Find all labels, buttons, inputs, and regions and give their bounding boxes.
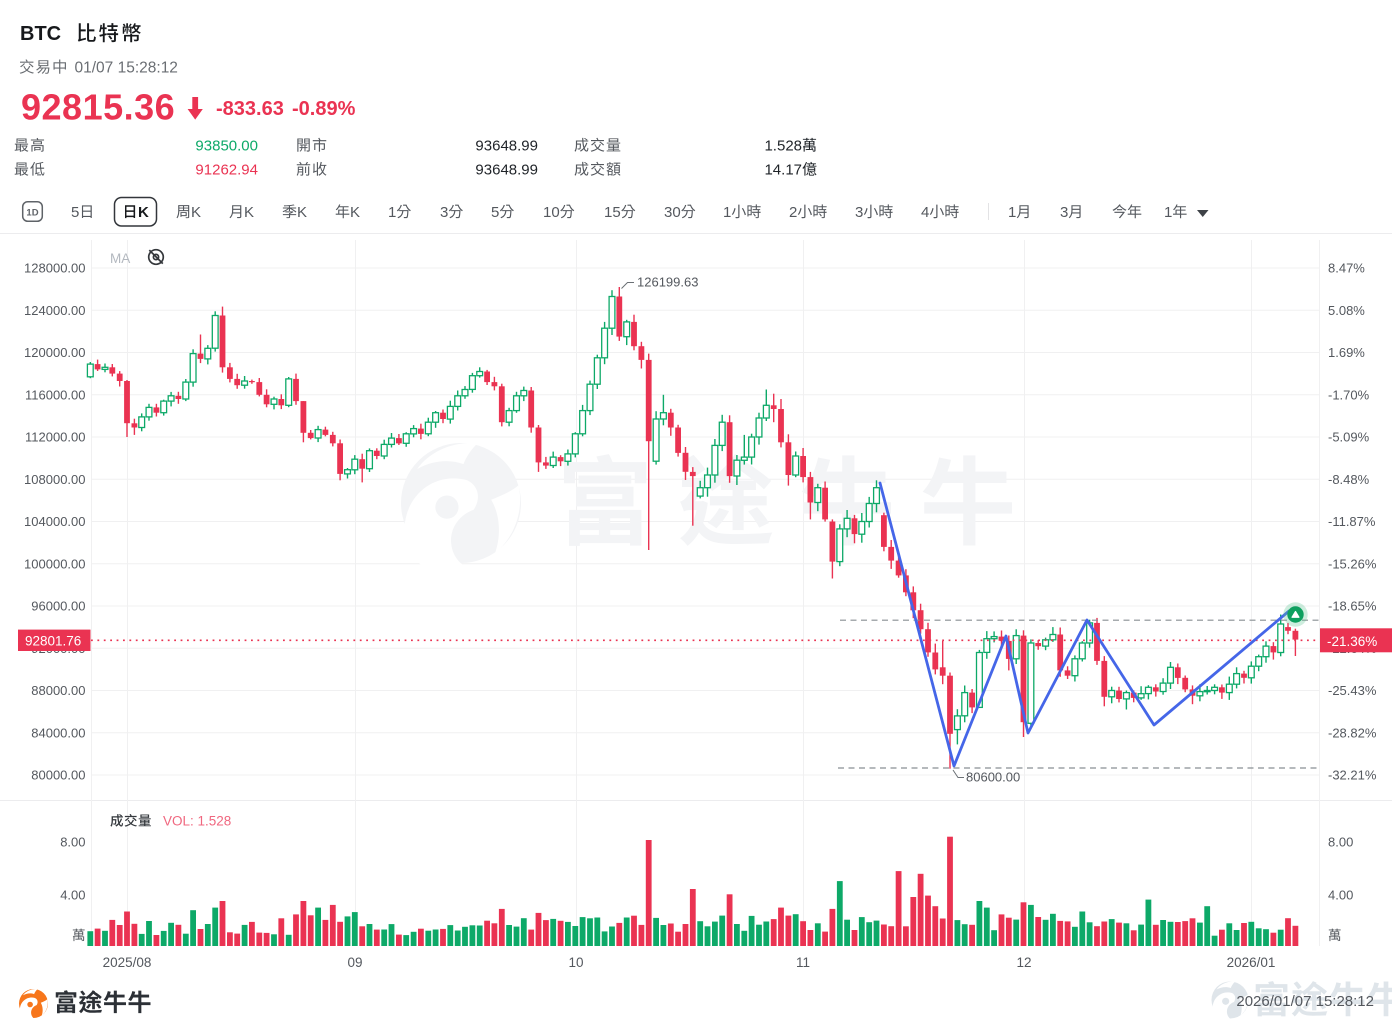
svg-text:30: 30 [664, 204, 681, 221]
svg-text:91262.94: 91262.94 [195, 162, 258, 179]
svg-text:2: 2 [789, 204, 797, 221]
svg-text:1D: 1D [26, 207, 38, 218]
svg-text:15: 15 [604, 204, 621, 221]
svg-text:1.528: 1.528 [764, 138, 802, 155]
svg-text:K: K [138, 204, 149, 221]
svg-text:2025/08: 2025/08 [103, 955, 152, 970]
svg-text:3: 3 [855, 204, 863, 221]
svg-text:3: 3 [440, 204, 448, 221]
svg-text:1: 1 [1164, 204, 1172, 221]
svg-text:BTC: BTC [20, 23, 61, 45]
svg-text:K: K [191, 204, 201, 221]
svg-text:100000.00: 100000.00 [24, 556, 85, 571]
svg-text:-1.70%: -1.70% [1328, 387, 1370, 402]
svg-text:84000.00: 84000.00 [31, 725, 85, 740]
svg-text:VOL: 1.528: VOL: 1.528 [163, 814, 231, 829]
svg-text:8.47%: 8.47% [1328, 261, 1365, 276]
svg-text:K: K [297, 204, 307, 221]
svg-text:112000.00: 112000.00 [25, 430, 86, 445]
svg-text:80600.00: 80600.00 [966, 770, 1020, 785]
svg-text:1: 1 [1008, 204, 1016, 221]
svg-text:4: 4 [921, 204, 929, 221]
svg-text:120000.00: 120000.00 [24, 345, 85, 360]
svg-text:4.00: 4.00 [1328, 888, 1353, 903]
svg-text:124000.00: 124000.00 [24, 303, 85, 318]
svg-text:88000.00: 88000.00 [31, 683, 85, 698]
svg-text:-8.48%: -8.48% [1328, 472, 1370, 487]
svg-text:1: 1 [388, 204, 396, 221]
svg-text:10: 10 [568, 955, 583, 970]
svg-text:8.00: 8.00 [1328, 835, 1353, 850]
svg-text:92815.36: 92815.36 [21, 86, 175, 127]
svg-text:09: 09 [347, 955, 362, 970]
svg-text:128000.00: 128000.00 [24, 261, 85, 276]
svg-text:-15.26%: -15.26% [1328, 556, 1377, 571]
svg-text:K: K [350, 204, 360, 221]
svg-text:92801.76: 92801.76 [25, 634, 81, 649]
svg-text:K: K [244, 204, 254, 221]
svg-text:93648.99: 93648.99 [475, 138, 538, 155]
svg-text:01/07 15:28:12: 01/07 15:28:12 [75, 60, 178, 77]
svg-text:MA: MA [110, 251, 130, 266]
svg-text:-28.82%: -28.82% [1328, 725, 1377, 740]
svg-text:116000.00: 116000.00 [25, 387, 86, 402]
svg-text:-0.89%: -0.89% [292, 98, 356, 120]
svg-text:93850.00: 93850.00 [195, 138, 258, 155]
svg-text:108000.00: 108000.00 [24, 472, 85, 487]
svg-text:-21.36%: -21.36% [1327, 634, 1377, 649]
svg-text:126199.63: 126199.63 [637, 275, 698, 290]
svg-text:-11.87%: -11.87% [1328, 514, 1376, 529]
svg-text:11: 11 [796, 955, 810, 970]
svg-text:2026/01/07 15:28:12: 2026/01/07 15:28:12 [1236, 993, 1374, 1010]
svg-text:80000.00: 80000.00 [31, 768, 85, 783]
svg-text:12: 12 [1016, 955, 1031, 970]
svg-text:-833.63: -833.63 [216, 98, 284, 120]
svg-text:1: 1 [723, 204, 731, 221]
svg-text:3: 3 [1060, 204, 1068, 221]
svg-text:4.00: 4.00 [60, 888, 85, 903]
svg-text:2026/01: 2026/01 [1227, 955, 1276, 970]
svg-text:5: 5 [491, 204, 499, 221]
svg-text:8.00: 8.00 [60, 835, 85, 850]
svg-text:14.17: 14.17 [764, 162, 802, 179]
svg-text:10: 10 [543, 204, 560, 221]
svg-text:-18.65%: -18.65% [1328, 599, 1377, 614]
svg-text:1.69%: 1.69% [1328, 345, 1365, 360]
svg-text:-32.21%: -32.21% [1328, 768, 1377, 783]
svg-text:96000.00: 96000.00 [31, 599, 85, 614]
svg-text:-25.43%: -25.43% [1328, 683, 1377, 698]
svg-text:104000.00: 104000.00 [24, 514, 85, 529]
svg-text:5: 5 [71, 204, 79, 221]
svg-text:-5.09%: -5.09% [1328, 430, 1370, 445]
svg-text:5.08%: 5.08% [1328, 303, 1365, 318]
svg-text:93648.99: 93648.99 [475, 162, 538, 179]
